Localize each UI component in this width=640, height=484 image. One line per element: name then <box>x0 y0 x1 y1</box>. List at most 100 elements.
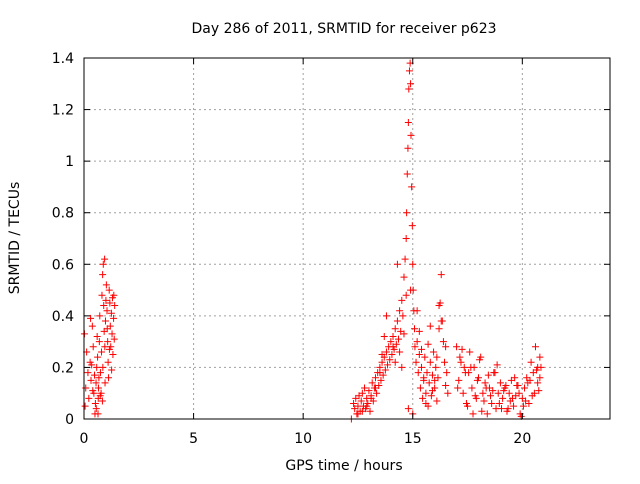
data-point <box>400 330 408 338</box>
data-point <box>521 384 529 392</box>
data-point <box>98 291 106 299</box>
data-point <box>384 361 392 369</box>
data-point <box>92 379 100 387</box>
data-point <box>393 317 401 325</box>
y-axis-label: SRMTID / TECUs <box>7 182 23 295</box>
data-point <box>494 389 502 397</box>
x-tick-label: 5 <box>189 431 198 447</box>
data-point <box>110 314 118 322</box>
data-point <box>418 345 426 353</box>
data-point <box>465 369 473 377</box>
data-point <box>398 296 406 304</box>
data-point <box>498 405 506 413</box>
data-point <box>478 407 486 415</box>
data-point <box>511 374 519 382</box>
data-point <box>414 369 422 377</box>
data-point <box>482 384 490 392</box>
data-point <box>505 389 513 397</box>
data-point <box>456 353 464 361</box>
data-point <box>531 343 539 351</box>
data-point <box>510 402 518 410</box>
x-tick-label: 15 <box>404 431 422 447</box>
data-point <box>88 322 96 330</box>
data-point <box>508 394 516 402</box>
data-point <box>99 271 107 279</box>
data-point <box>99 260 107 268</box>
data-point <box>530 389 538 397</box>
data-point <box>412 358 420 366</box>
data-point <box>111 302 119 310</box>
data-point <box>473 376 481 384</box>
data-point <box>535 387 543 395</box>
data-point <box>484 371 492 379</box>
data-point <box>101 379 109 387</box>
data-point <box>104 338 112 346</box>
data-point <box>411 343 419 351</box>
data-point <box>425 379 433 387</box>
data-point <box>401 255 409 263</box>
data-point <box>103 307 111 315</box>
data-point <box>398 363 406 371</box>
data-point <box>459 389 467 397</box>
data-point <box>386 356 394 364</box>
data-point <box>101 255 109 263</box>
data-point <box>455 376 463 384</box>
data-point <box>108 330 116 338</box>
y-tick-label: 1 <box>65 154 74 170</box>
data-point <box>100 302 108 310</box>
data-point <box>426 358 434 366</box>
data-point <box>468 384 476 392</box>
data-point <box>437 317 445 325</box>
data-point <box>361 384 369 392</box>
data-point <box>453 343 461 351</box>
data-point <box>404 144 412 152</box>
data-point <box>378 358 386 366</box>
data-point <box>89 343 97 351</box>
data-point <box>439 338 447 346</box>
data-point <box>513 381 521 389</box>
data-point <box>371 374 379 382</box>
data-point <box>378 351 386 359</box>
data-point <box>380 332 388 340</box>
data-point <box>405 67 413 75</box>
data-point <box>413 338 421 346</box>
data-point <box>433 353 441 361</box>
data-point <box>402 235 410 242</box>
data-point <box>404 118 412 126</box>
data-point <box>85 394 93 402</box>
data-point <box>426 322 434 330</box>
data-point <box>404 405 412 413</box>
data-point <box>105 286 113 294</box>
data-point <box>495 400 503 408</box>
data-point <box>408 222 416 230</box>
data-point <box>403 209 411 217</box>
data-point <box>382 312 390 320</box>
data-point <box>467 363 475 371</box>
data-point <box>98 397 106 405</box>
data-point <box>457 358 465 366</box>
data-point <box>377 376 385 384</box>
grid-lines <box>84 58 610 419</box>
data-point <box>491 369 499 377</box>
data-point <box>391 325 399 333</box>
data-point <box>396 348 404 356</box>
x-tick-label: 10 <box>294 431 312 447</box>
data-point <box>515 389 523 397</box>
data-point <box>462 400 470 408</box>
data-point <box>402 291 410 299</box>
data-point <box>407 131 415 139</box>
y-tick-label: 1.4 <box>52 51 74 67</box>
data-point <box>534 379 542 387</box>
data-point <box>106 299 114 307</box>
data-point <box>109 351 117 359</box>
data-point <box>466 348 474 356</box>
data-point <box>408 183 416 191</box>
data-point <box>483 410 491 418</box>
y-tick-label: 0.8 <box>52 206 74 222</box>
data-point <box>363 402 371 410</box>
data-point <box>418 363 426 371</box>
data-point <box>91 400 99 408</box>
x-axis-label: GPS time / hours <box>285 458 402 474</box>
data-point <box>92 405 100 413</box>
